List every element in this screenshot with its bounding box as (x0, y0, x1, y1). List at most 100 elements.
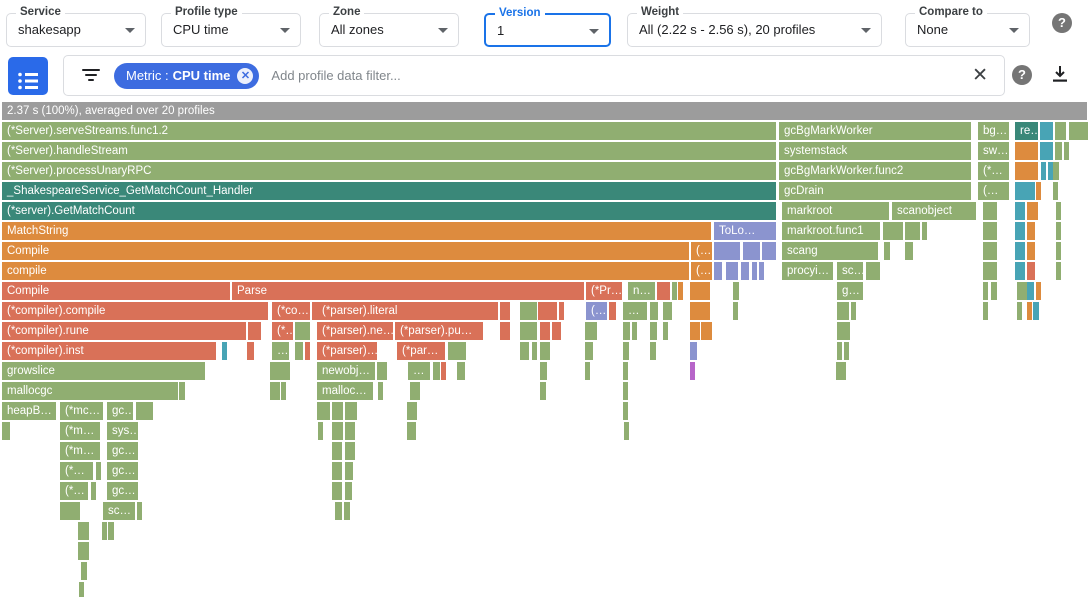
flame-bar[interactable]: scanobject (892, 202, 976, 220)
flame-bar[interactable] (102, 522, 107, 540)
flame-bar[interactable]: (*parser).ne… (317, 322, 393, 340)
flame-bar[interactable] (108, 522, 114, 540)
flame-bar[interactable]: (*m… (60, 442, 100, 460)
flame-bar[interactable]: markroot (782, 202, 889, 220)
flame-bar[interactable] (318, 422, 323, 440)
flame-bar[interactable] (851, 302, 856, 320)
flame-bar[interactable] (441, 362, 446, 380)
flame-bar[interactable]: _ShakespeareService_GetMatchCount_Handle… (2, 182, 776, 200)
flame-bar[interactable]: 2.37 s (100%), averaged over 20 profiles (2, 102, 1087, 120)
flame-bar[interactable] (752, 262, 757, 280)
flame-bar[interactable] (148, 402, 153, 420)
flame-bar[interactable]: gc… (107, 402, 133, 420)
flame-bar[interactable]: (*… (60, 482, 88, 500)
flame-bar[interactable] (887, 222, 903, 240)
flame-bar[interactable]: newobj… (317, 362, 375, 380)
filter-bar[interactable]: Metric : CPU time ✕ ✕ (63, 55, 1005, 96)
flame-bar[interactable] (672, 282, 677, 300)
flame-bar[interactable] (733, 282, 739, 300)
flame-bar[interactable] (714, 242, 740, 260)
flame-bar[interactable] (1053, 162, 1059, 180)
flame-bar[interactable]: … (623, 302, 647, 320)
flame-bar[interactable] (1027, 262, 1035, 280)
flame-bar[interactable]: (*server).GetMatchCount (2, 202, 776, 220)
chevron-down-icon[interactable] (1009, 28, 1019, 33)
flame-bar[interactable] (378, 382, 383, 400)
flame-bar[interactable] (1017, 302, 1022, 320)
flame-bar[interactable]: Compile (2, 282, 230, 300)
flame-bar[interactable] (1015, 262, 1025, 280)
flame-bar[interactable] (585, 322, 597, 340)
flame-bar[interactable] (137, 502, 142, 520)
flame-bar[interactable]: (*m… (60, 422, 100, 440)
flame-bar[interactable] (448, 342, 466, 360)
flame-bar[interactable] (690, 342, 697, 360)
flame-bar[interactable] (1055, 122, 1066, 140)
flame-bar[interactable] (140, 402, 145, 420)
flame-bar[interactable]: … (408, 362, 430, 380)
flame-bar[interactable]: MatchString (2, 222, 711, 240)
flame-bar[interactable] (991, 282, 997, 300)
flame-bar[interactable] (690, 282, 710, 300)
flame-bar[interactable] (407, 422, 412, 440)
flame-bar[interactable] (1083, 122, 1088, 140)
flame-bar[interactable] (1064, 142, 1069, 160)
flame-bar[interactable] (922, 222, 927, 240)
flame-bar[interactable] (332, 422, 343, 440)
flame-bar[interactable] (690, 362, 695, 380)
flame-bar[interactable] (500, 302, 510, 320)
flame-bar[interactable] (179, 382, 185, 400)
flame-bar[interactable] (623, 322, 630, 340)
flame-bar[interactable]: g… (837, 282, 863, 300)
flame-bar[interactable]: growslice (2, 362, 205, 380)
flame-bar[interactable]: (*… (272, 322, 293, 340)
flame-bar[interactable] (312, 302, 317, 320)
flame-bar[interactable] (540, 382, 546, 400)
flame-bar[interactable]: sw… (978, 142, 1009, 160)
flame-bar[interactable] (585, 362, 590, 380)
flame-bar[interactable] (1027, 282, 1034, 300)
flame-bar[interactable] (270, 382, 280, 400)
flame-bar[interactable] (60, 502, 80, 520)
filter-input[interactable] (271, 68, 969, 83)
flame-bar[interactable] (1015, 162, 1038, 180)
flame-bar[interactable]: ToLo… (714, 222, 776, 240)
help-icon[interactable]: ? (1012, 65, 1032, 85)
flame-bar[interactable] (457, 362, 465, 380)
flame-bar[interactable]: compile (2, 262, 689, 280)
flame-bar[interactable] (247, 342, 254, 360)
flame-bar[interactable] (78, 542, 89, 560)
flame-bar[interactable] (382, 362, 387, 380)
flame-bar[interactable] (743, 242, 760, 260)
flame-bar[interactable] (1056, 202, 1061, 220)
flame-bar[interactable] (1015, 222, 1025, 240)
flame-bar[interactable] (540, 362, 547, 380)
flame-bar[interactable] (623, 382, 628, 400)
flame-bar[interactable] (377, 362, 382, 380)
flame-bar[interactable]: (*Server).handleStream (2, 142, 776, 160)
flame-bar[interactable] (270, 362, 290, 380)
flame-bar[interactable] (332, 462, 342, 480)
flame-bar[interactable] (91, 482, 96, 500)
list-view-button[interactable] (8, 57, 48, 95)
flame-bar[interactable] (407, 402, 412, 420)
chevron-down-icon[interactable] (861, 28, 871, 33)
flame-bar[interactable] (726, 262, 738, 280)
flame-bar[interactable] (624, 422, 629, 440)
flame-bar[interactable] (1079, 122, 1084, 140)
flame-bar[interactable]: … (272, 342, 289, 360)
flame-bar[interactable] (701, 322, 706, 340)
flame-bar[interactable] (410, 382, 420, 400)
flame-bar[interactable] (678, 282, 683, 300)
flame-bar[interactable]: (*mc… (60, 402, 103, 420)
chevron-down-icon[interactable] (438, 28, 448, 33)
flame-bar[interactable] (759, 262, 764, 280)
flame-bar[interactable] (836, 362, 841, 380)
flame-bar[interactable] (1027, 302, 1032, 320)
clear-filter-icon[interactable]: ✕ (972, 65, 988, 86)
flame-bar[interactable]: sc… (837, 262, 863, 280)
flame-bar[interactable]: sc… (103, 502, 135, 520)
flame-bar[interactable] (136, 402, 141, 420)
flame-bar[interactable] (983, 282, 988, 300)
flame-bar[interactable] (433, 362, 440, 380)
